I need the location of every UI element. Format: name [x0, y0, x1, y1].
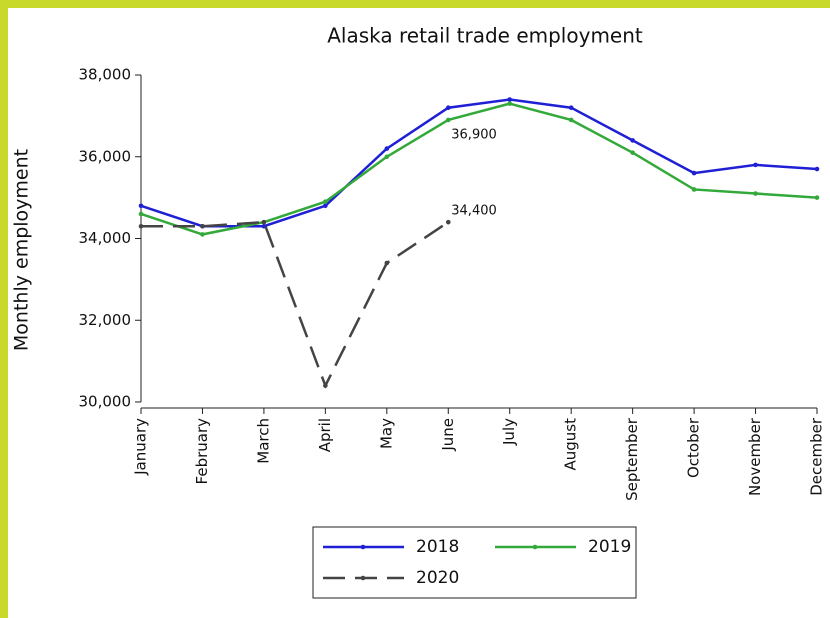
point — [814, 166, 820, 172]
x-tick-label: January — [132, 418, 150, 476]
point — [507, 101, 513, 106]
top-border — [0, 0, 830, 8]
series-line — [141, 220, 449, 389]
point — [384, 154, 390, 160]
x-tick-label: November — [746, 417, 764, 496]
value-label: 36,900 — [451, 127, 497, 142]
point — [445, 105, 451, 110]
point — [568, 105, 574, 110]
point — [138, 211, 144, 217]
point — [384, 146, 390, 151]
legend-marker — [360, 575, 366, 581]
point — [568, 117, 574, 123]
value-label: 34,400 — [451, 204, 497, 219]
y-tick-label: 30,000 — [79, 393, 132, 411]
x-tick-label: June — [439, 418, 457, 452]
x-tick-label: May — [377, 418, 395, 449]
point — [630, 150, 635, 155]
legend-label: 2020 — [416, 568, 459, 588]
point — [200, 232, 205, 237]
x-tick-label: August — [562, 418, 580, 471]
x-tick-label: April — [316, 418, 334, 452]
y-tick-label: 32,000 — [79, 311, 132, 329]
x-tick-label: July — [500, 418, 518, 446]
point — [261, 219, 267, 225]
x-tick-label: October — [685, 417, 703, 478]
point — [323, 383, 328, 388]
y-tick-label: 34,000 — [79, 229, 132, 247]
point — [384, 260, 390, 266]
x-tick-label: September — [623, 417, 641, 501]
point — [507, 97, 513, 102]
point — [138, 203, 144, 209]
legend — [312, 526, 637, 599]
x-tick-label: December — [808, 417, 826, 496]
y-axis-label: Monthly employment — [11, 149, 33, 351]
series-line — [140, 102, 818, 236]
x-tick-label: February — [193, 418, 211, 485]
series-line — [140, 98, 818, 228]
point — [445, 219, 451, 225]
legend-label: 2019 — [588, 537, 631, 557]
legend-label: 2018 — [416, 537, 459, 557]
point — [445, 117, 451, 123]
point — [753, 162, 758, 168]
point — [753, 191, 758, 196]
point — [323, 203, 328, 209]
point — [630, 138, 635, 143]
point — [323, 199, 328, 205]
chart-title: Alaska retail trade employment — [327, 24, 643, 48]
point — [814, 195, 820, 200]
y-tick-label: 36,000 — [79, 147, 132, 165]
point — [200, 223, 205, 229]
point — [691, 187, 697, 192]
point — [691, 170, 697, 176]
legend-marker — [360, 544, 366, 550]
legend-marker — [532, 544, 538, 550]
y-tick-label: 38,000 — [79, 66, 132, 84]
point — [138, 223, 144, 229]
left-border — [0, 0, 8, 618]
x-tick-label: March — [254, 418, 272, 464]
